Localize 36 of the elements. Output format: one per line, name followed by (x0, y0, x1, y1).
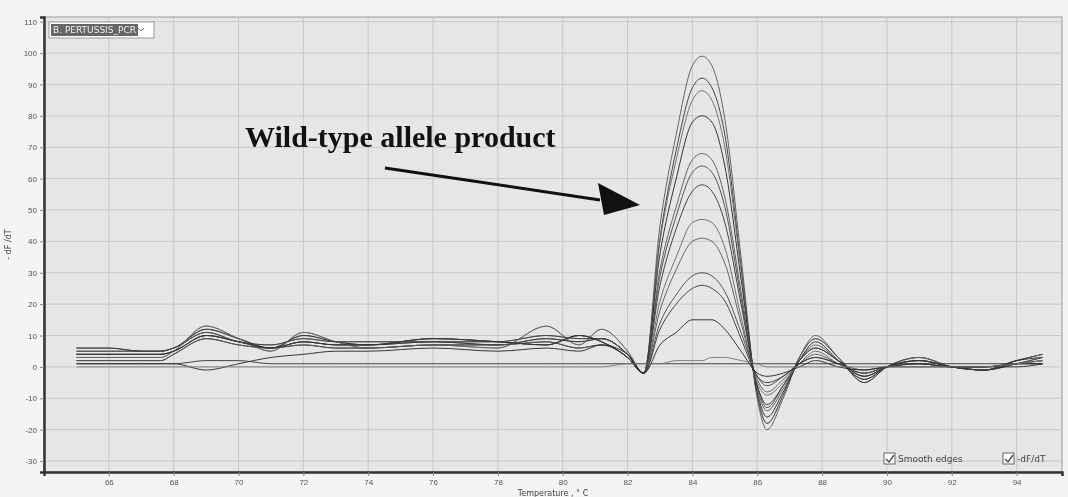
x-tick-label: 88 (818, 477, 828, 487)
x-tick-label: 90 (882, 477, 893, 487)
y-axis-title: - dF /dT (4, 229, 13, 260)
y-tick-label: 90 (28, 80, 38, 90)
y-tick-label: -10 (25, 394, 38, 404)
x-tick-label: 78 (493, 477, 504, 487)
x-tick-label: 80 (558, 477, 569, 487)
y-tick-label: 50 (28, 206, 38, 216)
x-tick-label: 86 (753, 477, 763, 487)
y-tick-label: 80 (28, 111, 38, 121)
y-tick-label: 10 (28, 331, 38, 341)
y-tick-label: 60 (28, 174, 38, 184)
dropdown: B. PERTUSSIS_PCR (48, 21, 155, 39)
y-tick-label: 100 (23, 49, 38, 59)
y-tick-label: 20 (28, 300, 38, 310)
annotation: -dF/dT (1017, 454, 1046, 464)
y-tick-label: 110 (24, 17, 38, 27)
y-tick-label: 70 (28, 143, 38, 153)
x-tick-label: 74 (364, 477, 374, 487)
x-tick-label: 92 (947, 477, 958, 487)
y-tick-label: 40 (28, 237, 38, 247)
x-tick-label: 72 (299, 477, 309, 487)
x-tick-label: 84 (688, 477, 698, 487)
annotation: Wild-type allele product (245, 120, 556, 153)
x-tick-label: 94 (1012, 477, 1023, 487)
x-tick-label: 68 (169, 477, 180, 487)
x-tick-label: 76 (429, 477, 439, 487)
x-tick-label: 70 (234, 477, 245, 487)
y-tick-label: -20 (25, 425, 38, 435)
annotation: Smooth edges (898, 454, 964, 464)
x-axis-title: Temperature , ° C (516, 489, 589, 497)
x-tick-label: 66 (104, 477, 115, 487)
x-tick-label: 82 (623, 477, 634, 487)
y-tick-label: 0 (32, 362, 38, 372)
y-tick-label: 30 (28, 268, 38, 278)
y-tick-label: -30 (25, 457, 38, 467)
